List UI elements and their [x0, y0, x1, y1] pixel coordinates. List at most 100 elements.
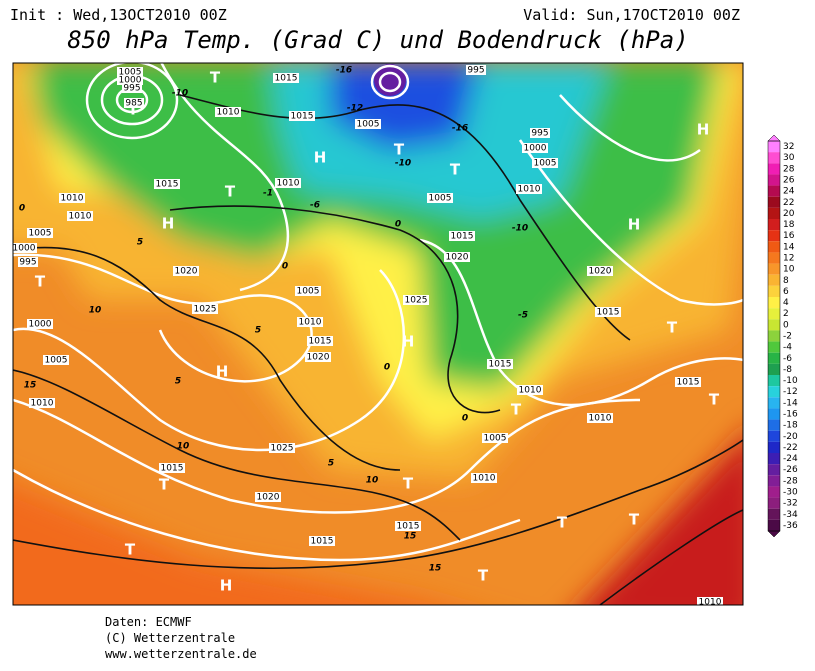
isobar-label: 1005 — [357, 120, 380, 130]
isobar-label-bg — [487, 359, 513, 369]
isobar-label: 1000 — [119, 76, 142, 86]
isobar-label: 1020 — [257, 493, 280, 503]
colorbar-cap-bottom — [767, 530, 781, 538]
isotherm-label: 5 — [328, 459, 334, 469]
colorbar-cap-top — [767, 134, 781, 142]
pressure-center: T — [159, 476, 170, 494]
colorbar-swatch — [768, 430, 780, 442]
isobar-label: 1010 — [589, 414, 612, 424]
colorbar-label: 8 — [783, 276, 789, 286]
valid-time: Valid: Sun,17OCT2010 00Z — [523, 6, 740, 24]
colorbar-swatch — [768, 252, 780, 264]
isobar-label: 1015 — [291, 112, 314, 122]
isobar-label-bg — [273, 73, 299, 83]
colorbar-swatch — [768, 386, 780, 398]
isobar-label-bg — [516, 184, 542, 194]
isobar-label: 1025 — [271, 444, 294, 454]
isobar-label-bg — [427, 193, 453, 203]
isobar-label: 1000 — [13, 244, 36, 254]
isobar-label: 995 — [467, 66, 484, 76]
isobar-label: 1010 — [217, 108, 240, 118]
pressure-center: T — [125, 541, 136, 559]
isobar-label-bg — [215, 107, 241, 117]
colorbar-label: 20 — [783, 209, 795, 219]
isotherm-label: 15 — [24, 381, 37, 391]
colorbar-swatch — [768, 497, 780, 509]
colorbar-swatch — [768, 230, 780, 242]
map-title: 850 hPa Temp. (Grad C) und Bodendruck (h… — [67, 26, 688, 54]
colorbar-label: 16 — [783, 231, 795, 241]
colorbar-swatch — [768, 441, 780, 453]
isobar-label: 1015 — [597, 308, 620, 318]
isobar-label: 1020 — [589, 267, 612, 277]
isobar-label-bg — [305, 352, 331, 362]
colorbar-swatch — [768, 219, 780, 231]
isotherm-label: 5 — [175, 377, 181, 387]
colorbar-label: 18 — [783, 220, 795, 230]
isotherm-label: 5 — [255, 326, 261, 336]
colorbar-label: -8 — [783, 365, 792, 375]
isotherm-label: -12 — [347, 104, 363, 114]
colorbar-frame — [767, 140, 781, 532]
isobar-label: 1010 — [277, 179, 300, 189]
colorbar-label: -10 — [783, 376, 798, 386]
colorbar-swatch — [768, 319, 780, 331]
isobar-label-bg — [309, 536, 335, 546]
isobar-label-bg — [192, 304, 218, 314]
isobar-label: 1010 — [473, 474, 496, 484]
colorbar-label: 0 — [783, 320, 789, 330]
isobar-label-bg — [173, 266, 199, 276]
colorbar-label: 4 — [783, 298, 789, 308]
pressure-center: H — [314, 149, 327, 167]
colorbar-label: -22 — [783, 443, 798, 453]
isotherm-label: -1 — [263, 189, 273, 199]
isobar-label: 985 — [125, 99, 142, 109]
isobar-label-bg — [43, 355, 69, 365]
isobar-label: 1010 — [699, 598, 722, 608]
isobar-label: 1020 — [307, 353, 330, 363]
colorbar-label: 6 — [783, 287, 789, 297]
colorbar-label: -6 — [783, 354, 792, 364]
isobar-label-bg — [122, 83, 142, 93]
colorbar-swatch — [768, 375, 780, 387]
colorbar-swatch — [768, 185, 780, 197]
colorbar-swatch — [768, 285, 780, 297]
colorbar-label: -14 — [783, 398, 798, 408]
isobar-label-bg — [67, 211, 93, 221]
footer-url: www.wetterzentrale.de — [105, 647, 257, 661]
isobar-label: 1010 — [519, 386, 542, 396]
colorbar-label: -12 — [783, 387, 798, 397]
isobar-label: 1020 — [446, 253, 469, 263]
colorbar-label: -26 — [783, 465, 798, 475]
isobar-label-bg — [449, 231, 475, 241]
isobar-label: 1010 — [299, 318, 322, 328]
isobar-label-bg — [154, 179, 180, 189]
isobar-label-bg — [27, 319, 53, 329]
colorbar-swatch — [768, 297, 780, 309]
footer-copyright: (C) Wetterzentrale — [105, 631, 235, 645]
pressure-center: T — [511, 401, 522, 419]
pressure-center: T — [394, 141, 405, 159]
pressure-center: T — [709, 391, 720, 409]
isobar-label: 995 — [19, 258, 36, 268]
isotherm-label: 0 — [395, 220, 401, 230]
isobar-label-bg — [255, 492, 281, 502]
pressure-center: T — [128, 101, 139, 119]
isobar-label-bg — [117, 75, 143, 85]
colorbar-label: -34 — [783, 510, 798, 520]
colorbar-swatch — [768, 330, 780, 342]
isobar-label-bg — [27, 228, 53, 238]
colorbar-swatch — [768, 508, 780, 520]
colorbar-swatch — [768, 419, 780, 431]
isobar-label-bg — [675, 377, 701, 387]
isobar-label: 1015 — [677, 378, 700, 388]
colorbar-swatch — [768, 453, 780, 465]
isobar-label: 1015 — [489, 360, 512, 370]
isobar-label-bg — [275, 178, 301, 188]
isobar-label-bg — [466, 65, 486, 75]
isobar-label: 1015 — [397, 522, 420, 532]
isobar-label: 1005 — [45, 356, 68, 366]
isobar-label-bg — [587, 413, 613, 423]
colorbar-swatch — [768, 475, 780, 487]
